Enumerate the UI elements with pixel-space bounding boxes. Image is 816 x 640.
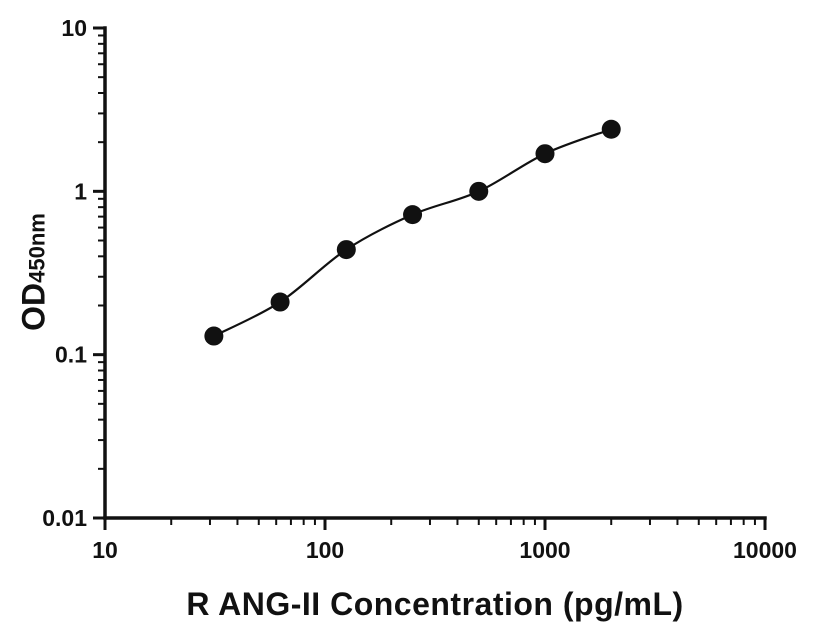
x-tick-label: 100 xyxy=(306,537,344,563)
data-point-marker xyxy=(535,144,555,164)
y-tick-label: 0.01 xyxy=(42,505,87,531)
x-axis-title: R ANG-II Concentration (pg/mL) xyxy=(186,586,684,622)
y-axis-title-main: OD xyxy=(15,282,52,331)
data-point-marker xyxy=(336,240,356,260)
data-point-marker xyxy=(469,181,489,201)
y-axis-title-sub: 450nm xyxy=(24,213,50,283)
data-point-marker xyxy=(403,205,423,225)
y-tick-label: 0.1 xyxy=(55,342,87,368)
y-tick-label: 10 xyxy=(61,15,87,41)
x-tick-label: 10 xyxy=(92,537,118,563)
data-point-marker xyxy=(204,326,224,346)
data-point-marker xyxy=(270,292,290,312)
x-tick-label: 1000 xyxy=(519,537,570,563)
data-point-marker xyxy=(601,119,621,139)
y-axis-title: OD450nm xyxy=(16,213,53,331)
x-tick-label: 10000 xyxy=(733,537,797,563)
y-tick-label: 1 xyxy=(74,178,87,204)
